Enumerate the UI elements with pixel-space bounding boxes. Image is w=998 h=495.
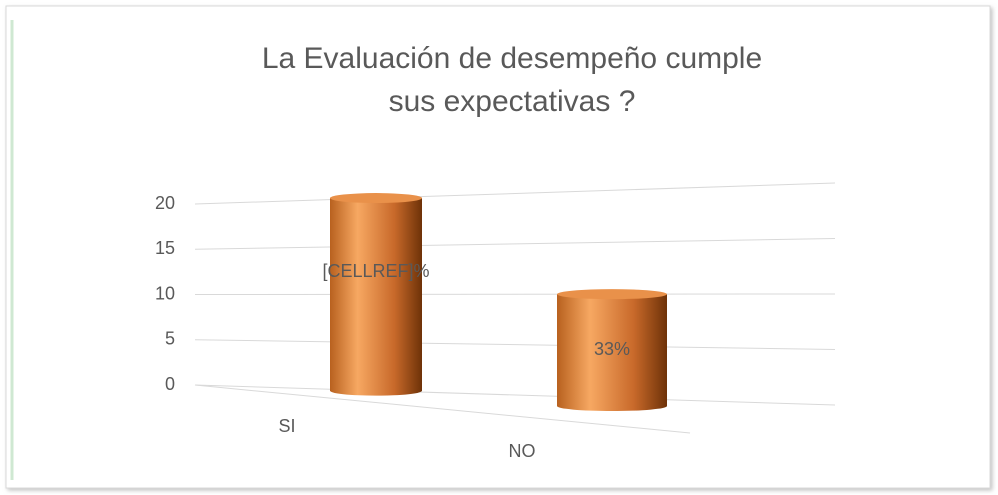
- chart-title: La Evaluación de desempeño cumple sus exp…: [262, 42, 762, 118]
- bar: [330, 193, 422, 396]
- bar-body: [330, 198, 422, 396]
- bar: [557, 289, 667, 412]
- y-tick-label: 20: [155, 193, 175, 213]
- grid-line: [194, 293, 836, 295]
- bar-top: [330, 193, 422, 204]
- x-tick-label: SI: [278, 416, 295, 436]
- grid-line: [194, 182, 836, 205]
- y-tick-label: 10: [155, 283, 175, 303]
- floor-edge: [194, 384, 691, 434]
- chart-frame: [5, 5, 991, 489]
- data-label: 33%: [594, 339, 630, 359]
- y-tick-label: 5: [165, 329, 175, 349]
- x-tick-label: NO: [509, 441, 536, 461]
- y-tick-label: 0: [165, 374, 175, 394]
- grid-line: [194, 238, 836, 250]
- bar-top: [557, 289, 667, 300]
- data-label: [CELLREF]%: [322, 261, 429, 281]
- bar-body: [557, 294, 667, 412]
- grid-line: [194, 384, 836, 406]
- grid-line: [194, 339, 836, 350]
- y-tick-label: 15: [155, 238, 175, 258]
